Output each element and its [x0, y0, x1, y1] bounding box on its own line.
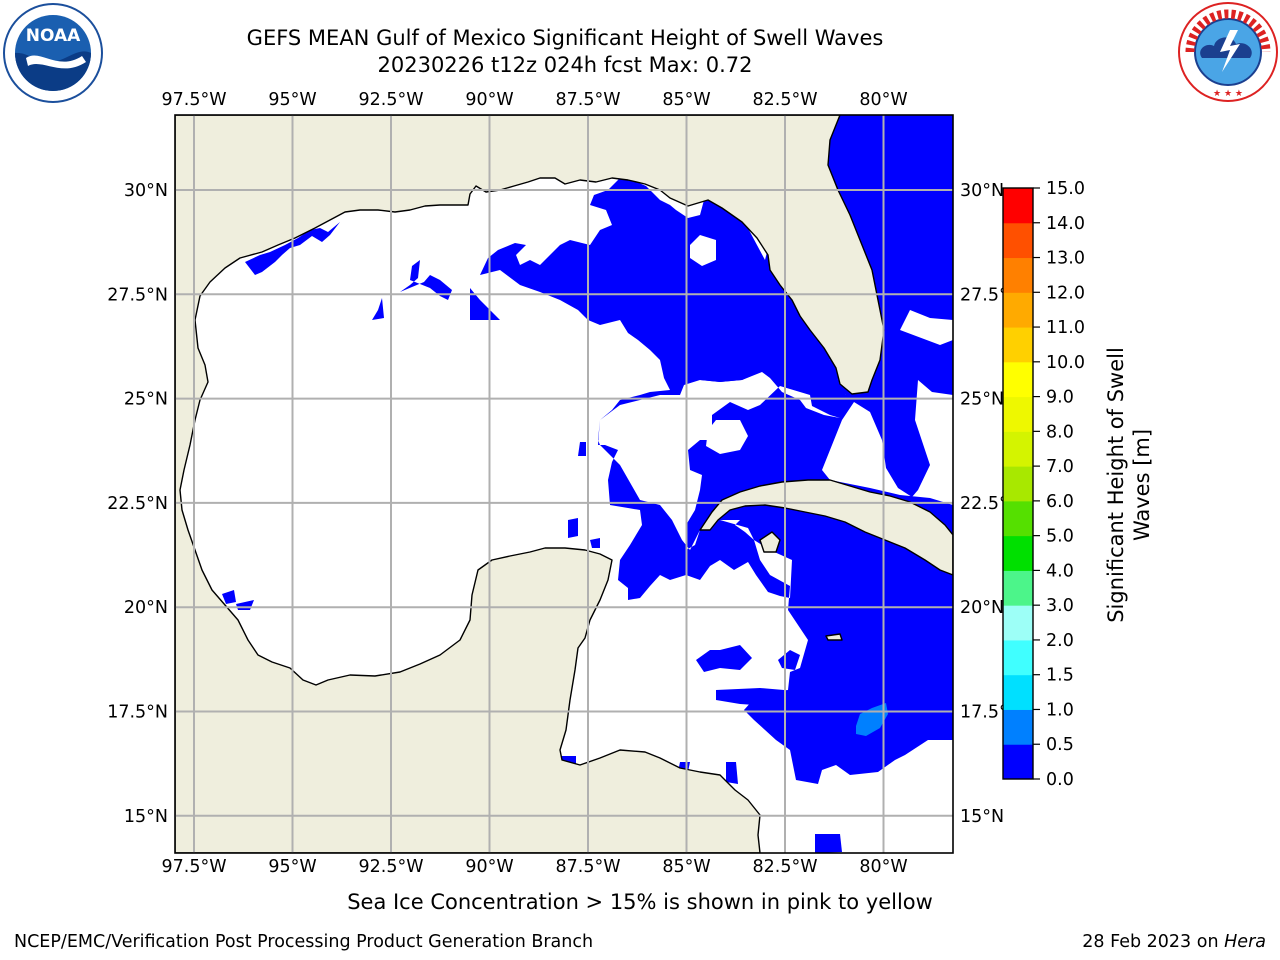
- longitude-label: 95°W: [268, 90, 316, 110]
- colorbar-tick-label: 8.0: [1046, 422, 1074, 442]
- map-title: GEFS MEAN Gulf of Mexico Significant Hei…: [246, 26, 884, 50]
- colorbar-segment: [1003, 361, 1033, 398]
- colorbar-tick-label: 1.5: [1046, 666, 1074, 686]
- colorbar-tick-label: 10.0: [1046, 353, 1085, 373]
- latitude-label: 20°N: [124, 598, 168, 618]
- longitude-label: 82.5°W: [752, 90, 817, 110]
- colorbar-tick-label: 6.0: [1046, 492, 1074, 512]
- colorbar-segment: [1003, 744, 1033, 780]
- colorbar-tick-label: 14.0: [1046, 214, 1085, 234]
- latitude-label: 22.5°N: [107, 494, 168, 514]
- longitude-label: 92.5°W: [358, 90, 423, 110]
- longitude-label: 95°W: [268, 857, 316, 877]
- colorbar-tick-label: 3.0: [1046, 596, 1074, 616]
- colorbar-segment: [1003, 709, 1033, 745]
- land-isle-of-youth: [759, 531, 781, 553]
- longitude-label: 97.5°W: [161, 90, 226, 110]
- land-jamaica-region: [825, 633, 843, 641]
- map-subtitle: 20230226 t12z 024h fcst Max: 0.72: [377, 53, 753, 77]
- colorbar-tick-label: 4.0: [1046, 561, 1074, 581]
- colorbar-tick-label: 9.0: [1046, 388, 1074, 408]
- colorbar-segment: [1003, 222, 1033, 259]
- date-text: 28 Feb 2023 on Hera: [1082, 932, 1266, 952]
- longitude-label: 90°W: [465, 90, 513, 110]
- longitude-label: 85°W: [662, 857, 710, 877]
- longitude-labels: 97.5°W 97.5°W 95°W 95°W 92.5°W 92.5°W 90°W 90°W…: [161, 90, 907, 877]
- latitude-label: 17.5°N: [107, 703, 168, 723]
- date-value: 28 Feb 2023 on: [1082, 932, 1219, 952]
- colorbar-segment: [1003, 466, 1033, 502]
- noaa-logo: NOAA: [3, 3, 103, 103]
- longitude-label: 80°W: [859, 857, 907, 877]
- map-frame: [174, 114, 954, 854]
- graticule: [175, 115, 953, 853]
- colorbar-tick-label: 12.0: [1046, 283, 1085, 303]
- latitude-label: 30°N: [960, 181, 1004, 201]
- colorbar-tick-label: 0.5: [1046, 735, 1074, 755]
- colorbar-segment: [1003, 639, 1033, 676]
- colorbar-segment: [1003, 257, 1033, 293]
- colorbar-segment: [1003, 188, 1033, 224]
- colorbar-segment: [1003, 570, 1033, 606]
- colorbar-tick-label: 2.0: [1046, 631, 1074, 651]
- longitude-label: 85°W: [662, 90, 710, 110]
- noaa-logo-text: NOAA: [26, 26, 81, 46]
- colorbar-tick-label: 5.0: [1046, 527, 1074, 547]
- colorbar-segment: [1003, 396, 1033, 432]
- credit-text: NCEP/EMC/Verification Post Processing Pr…: [14, 932, 594, 952]
- latitude-label: 25°N: [960, 390, 1004, 410]
- colorbar-segment: [1003, 292, 1033, 328]
- latitude-label: 27.5°N: [107, 285, 168, 305]
- latitude-label: 25°N: [124, 390, 168, 410]
- nws-logo: ★ ★ ★: [1178, 2, 1278, 102]
- colorbar-tick-label: 1.0: [1046, 700, 1074, 720]
- host-name: Hera: [1224, 932, 1266, 952]
- colorbar-segment: [1003, 535, 1033, 571]
- svg-text:★ ★ ★: ★ ★ ★: [1213, 89, 1243, 99]
- latitude-label: 15°N: [960, 807, 1004, 827]
- colorbar-tick-label: 13.0: [1046, 249, 1085, 269]
- sea-ice-note: Sea Ice Concentration > 15% is shown in …: [347, 890, 933, 914]
- colorbar-tick-label: 7.0: [1046, 457, 1074, 477]
- longitude-label: 92.5°W: [358, 857, 423, 877]
- colorbar-segment: [1003, 674, 1033, 710]
- colorbar-segment: [1003, 500, 1033, 537]
- longitude-label: 87.5°W: [555, 857, 620, 877]
- colorbar-tick-label: 0.0: [1046, 770, 1074, 790]
- longitude-label: 80°W: [859, 90, 907, 110]
- colorbar-tick-label: 15.0: [1046, 179, 1085, 199]
- colorbar: [1003, 188, 1033, 780]
- latitude-label: 15°N: [124, 807, 168, 827]
- colorbar-tick-label: 11.0: [1046, 318, 1085, 338]
- longitude-label: 97.5°W: [161, 857, 226, 877]
- colorbar-label: Significant Height of SwellWaves [m]: [1104, 347, 1154, 623]
- longitude-label: 87.5°W: [555, 90, 620, 110]
- colorbar-segment: [1003, 327, 1033, 363]
- longitude-label: 82.5°W: [752, 857, 817, 877]
- colorbar-segment: [1003, 431, 1033, 467]
- colorbar-ticks: 15.0 14.0 13.0 12.0 11.0 10.0 9.0 8.0 7.0 6.0 5.0 4…: [1033, 179, 1085, 790]
- land-north-america: [175, 115, 885, 853]
- colorbar-segment: [1003, 605, 1033, 641]
- latitude-label: 30°N: [124, 181, 168, 201]
- latitude-label: 20°N: [960, 598, 1004, 618]
- longitude-label: 90°W: [465, 857, 513, 877]
- colorbar-frame: [1002, 187, 1034, 780]
